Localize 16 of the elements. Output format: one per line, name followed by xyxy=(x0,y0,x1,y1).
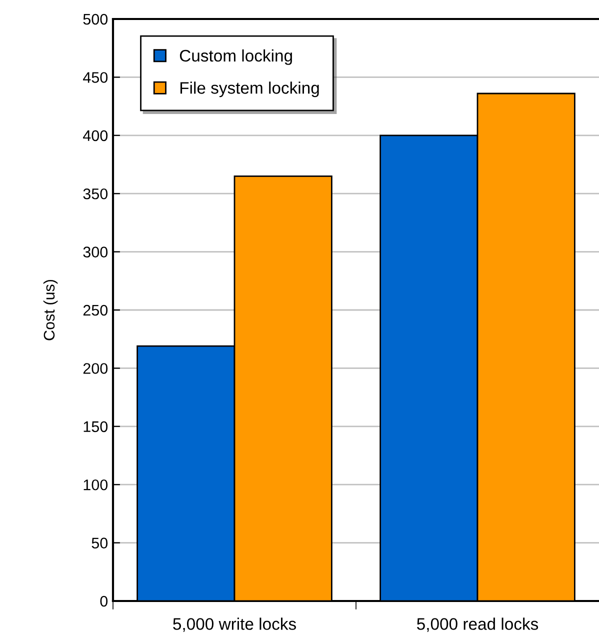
y-tick-label: 250 xyxy=(83,304,108,316)
y-tick-label: 450 xyxy=(83,72,108,83)
legend-label: Custom locking xyxy=(180,49,292,65)
y-tick-label: 150 xyxy=(84,421,108,432)
y-tick-label: 0 xyxy=(100,596,108,607)
x-tick-label: 5,000 read locks xyxy=(417,618,538,632)
y-axis-title: Cost (us) xyxy=(43,280,58,340)
y-tick-label: 500 xyxy=(83,14,108,25)
y-tick-label: 300 xyxy=(83,246,108,258)
y-tick-label: 400 xyxy=(83,130,108,142)
y-tick-label: 50 xyxy=(92,538,108,548)
legend-label: File system locking xyxy=(180,82,319,98)
y-tick-label: 350 xyxy=(83,188,108,200)
x-tick-label: 5,000 write locks xyxy=(173,618,296,632)
y-tick-label: 100 xyxy=(84,479,108,490)
y-tick-label: 200 xyxy=(83,363,108,374)
